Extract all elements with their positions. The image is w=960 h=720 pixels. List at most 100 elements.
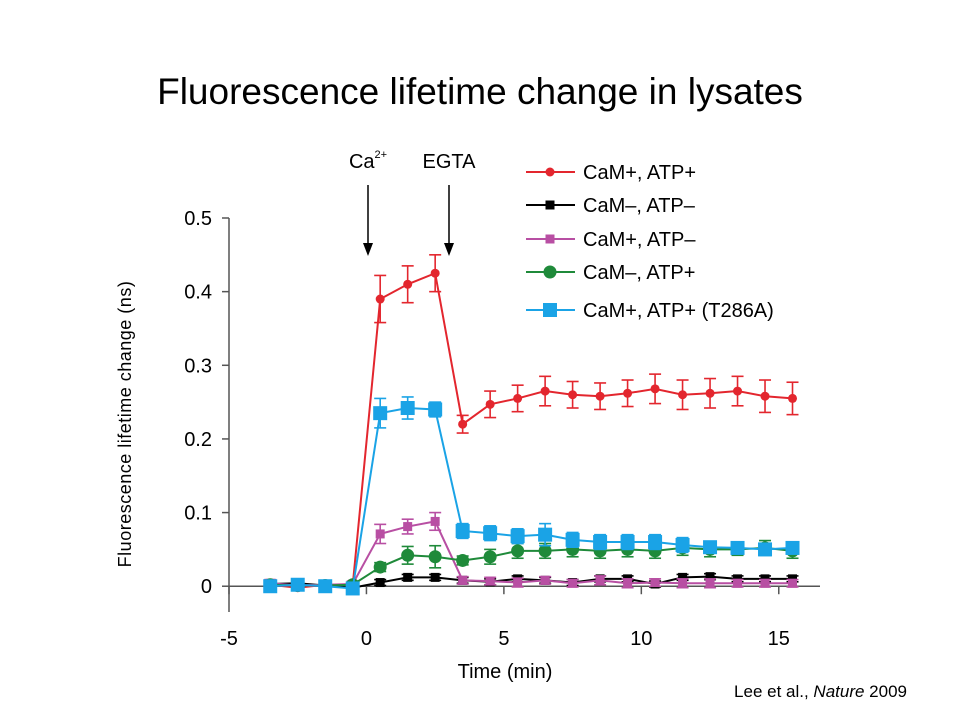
legend-label: CaM+, ATP+ (T286A): [583, 300, 774, 322]
data-point: [458, 575, 468, 585]
legend-marker: [543, 303, 557, 317]
plot-area: 0 0.1 0.2 0.3 0.4 0.5 -5 0 5 10 15: [184, 208, 820, 650]
data-point: [400, 401, 415, 416]
x-tick-label: -5: [220, 628, 238, 650]
data-point: [428, 550, 442, 564]
data-point: [730, 540, 745, 555]
data-point: [485, 576, 495, 586]
data-point: [375, 294, 385, 304]
data-point: [373, 406, 388, 421]
y-tick-label: 0: [201, 576, 212, 598]
data-point: [705, 572, 715, 582]
data-point: [758, 542, 773, 557]
data-point: [678, 572, 688, 582]
series-line: [270, 406, 793, 590]
data-point: [705, 578, 715, 588]
data-point: [540, 575, 550, 585]
data-point: [703, 540, 718, 555]
series-line: [270, 271, 793, 589]
data-point: [595, 391, 605, 401]
citation-authors: Lee et al.,: [734, 682, 813, 701]
legend-label: CaM–, ATP+: [583, 262, 695, 284]
legend-marker: [545, 234, 555, 244]
x-tick-label: 0: [361, 628, 372, 650]
legend-marker: [545, 167, 555, 177]
data-point: [593, 535, 608, 550]
data-point: [678, 578, 688, 588]
data-point: [568, 578, 578, 588]
annotation-label: Ca2+: [349, 149, 387, 173]
data-point: [760, 391, 770, 401]
data-point: [401, 548, 415, 562]
series-5: [263, 396, 800, 596]
annotation-text: EGTA: [423, 151, 477, 173]
data-point: [760, 578, 770, 588]
citation-journal: Nature: [813, 682, 864, 701]
data-point: [785, 540, 800, 555]
data-point: [538, 527, 553, 542]
data-point: [538, 544, 552, 558]
data-point: [788, 393, 798, 403]
data-point: [511, 544, 525, 558]
citation: Lee et al., Nature 2009: [734, 682, 907, 701]
chart-title: Fluorescence lifetime change in lysates: [157, 71, 803, 112]
annotation-label: EGTA: [423, 151, 477, 173]
data-point: [430, 572, 440, 582]
data-point: [648, 535, 663, 550]
data-point: [458, 419, 468, 429]
data-point: [733, 578, 743, 588]
data-point: [290, 577, 305, 592]
data-point: [403, 572, 413, 582]
data-point: [455, 523, 470, 538]
x-axis-label: Time (min): [458, 661, 553, 683]
data-point: [623, 578, 633, 588]
y-tick-label: 0.3: [184, 355, 212, 377]
data-point: [483, 550, 497, 564]
data-point: [318, 579, 333, 594]
data-point: [430, 268, 440, 278]
data-point: [650, 384, 660, 394]
data-point: [513, 393, 523, 403]
data-point: [373, 560, 387, 574]
data-point: [678, 390, 688, 400]
data-point: [675, 537, 690, 552]
data-point: [485, 399, 495, 409]
data-point: [595, 575, 605, 585]
data-point: [733, 386, 743, 396]
data-point: [375, 529, 385, 539]
data-point: [540, 386, 550, 396]
data-point: [263, 579, 278, 594]
citation-year: 2009: [864, 682, 907, 701]
y-tick-label: 0.1: [184, 503, 212, 525]
data-point: [345, 581, 360, 596]
data-point: [456, 553, 470, 567]
annotation-arrowhead: [444, 243, 454, 256]
data-point: [620, 535, 635, 550]
legend-label: CaM+, ATP–: [583, 229, 696, 251]
data-point: [788, 578, 798, 588]
data-point: [565, 532, 580, 547]
legend-marker: [545, 200, 555, 210]
annotations: Ca2+ EGTA: [349, 149, 476, 256]
y-tick-label: 0.4: [184, 282, 212, 304]
data-point: [705, 388, 715, 398]
annotation-text: Ca: [349, 151, 375, 173]
data-point: [623, 388, 633, 398]
data-point: [483, 526, 498, 541]
data-point: [428, 402, 443, 417]
x-tick-label: 10: [630, 628, 652, 650]
legend-marker: [543, 265, 557, 279]
data-point: [510, 529, 525, 544]
data-point: [375, 578, 385, 588]
data-point: [568, 390, 578, 400]
data-point: [403, 522, 413, 532]
data-point: [650, 578, 660, 588]
data-point: [403, 279, 413, 289]
data-point: [513, 578, 523, 588]
legend-label: CaM+, ATP+: [583, 162, 696, 184]
annotation-superscript: 2+: [375, 149, 388, 161]
legend: CaM+, ATP+ CaM–, ATP– CaM+, ATP– CaM–, ATP+…: [526, 162, 774, 322]
x-tick-label: 15: [768, 628, 790, 650]
x-tick-label: 5: [498, 628, 509, 650]
